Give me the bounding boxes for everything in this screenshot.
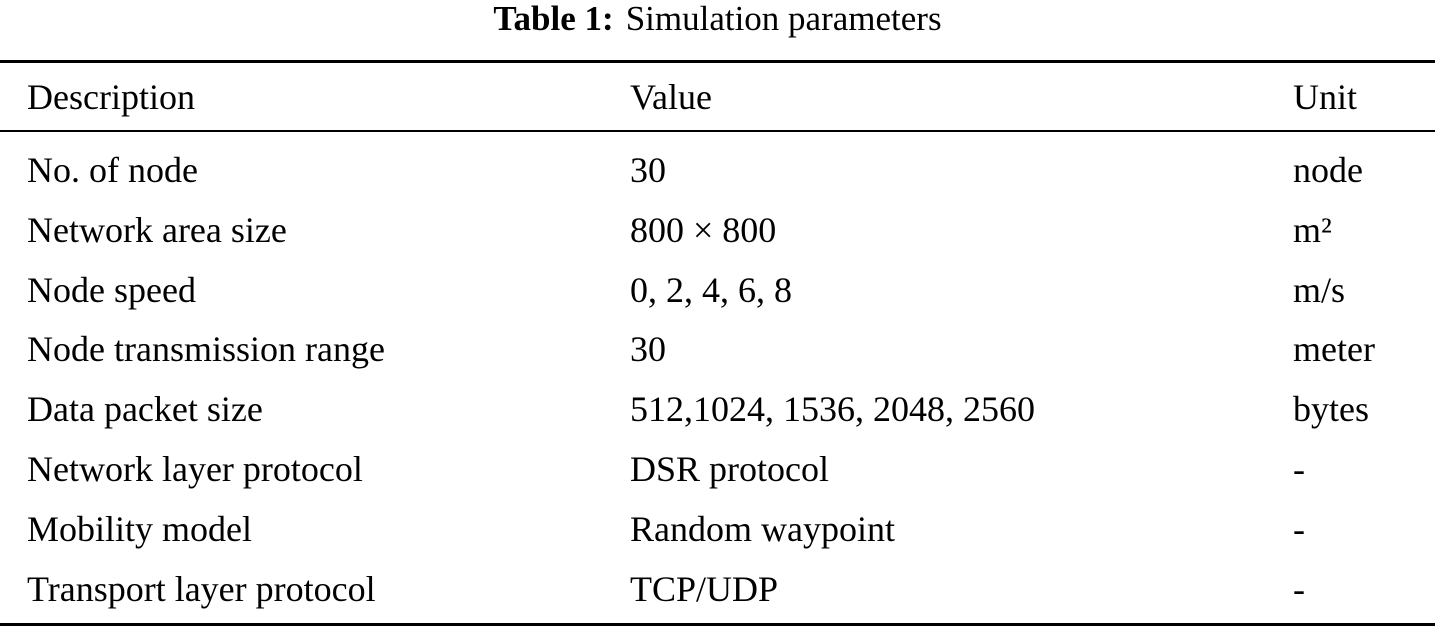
bottom-rule [0,623,1435,626]
cell-description: Network area size [27,209,287,250]
cell-unit: m/s [1293,269,1346,310]
header-description: Description [27,77,195,117]
cell-unit: bytes [1293,389,1369,430]
cell-description: Mobility model [27,508,252,549]
cell-value: 30 [630,329,666,370]
cell-value: 30 [630,150,666,190]
cell-value: DSR protocol [630,449,830,489]
cell-value: 512,1024, 1536, 2048, 2560 [630,389,1035,430]
caption-title: Simulation parameters [625,0,942,38]
header-unit: Unit [1293,77,1358,117]
cell-value: 800 × 800 [630,209,777,250]
table-caption: Table 1: Simulation parameters [0,0,1435,38]
mid-rule [0,130,1435,132]
cell-unit: - [1293,568,1305,609]
header-value: Value [630,77,712,117]
cell-unit: node [1293,150,1363,190]
cell-description: Transport layer protocol [27,568,376,609]
caption-label: Table 1: [493,0,614,38]
cell-value: 0, 2, 4, 6, 8 [630,269,792,310]
cell-value: TCP/UDP [630,568,779,609]
cell-unit: m² [1293,209,1332,250]
cell-unit: meter [1293,329,1375,370]
cell-description: Data packet size [27,389,263,430]
cell-unit: - [1293,449,1305,489]
cell-description: Node transmission range [27,329,385,370]
cell-description: Node speed [27,269,196,310]
cell-description: No. of node [27,150,198,190]
top-rule [0,60,1435,63]
cell-unit: - [1293,508,1305,549]
cell-description: Network layer protocol [27,449,363,489]
cell-value: Random waypoint [630,508,895,549]
